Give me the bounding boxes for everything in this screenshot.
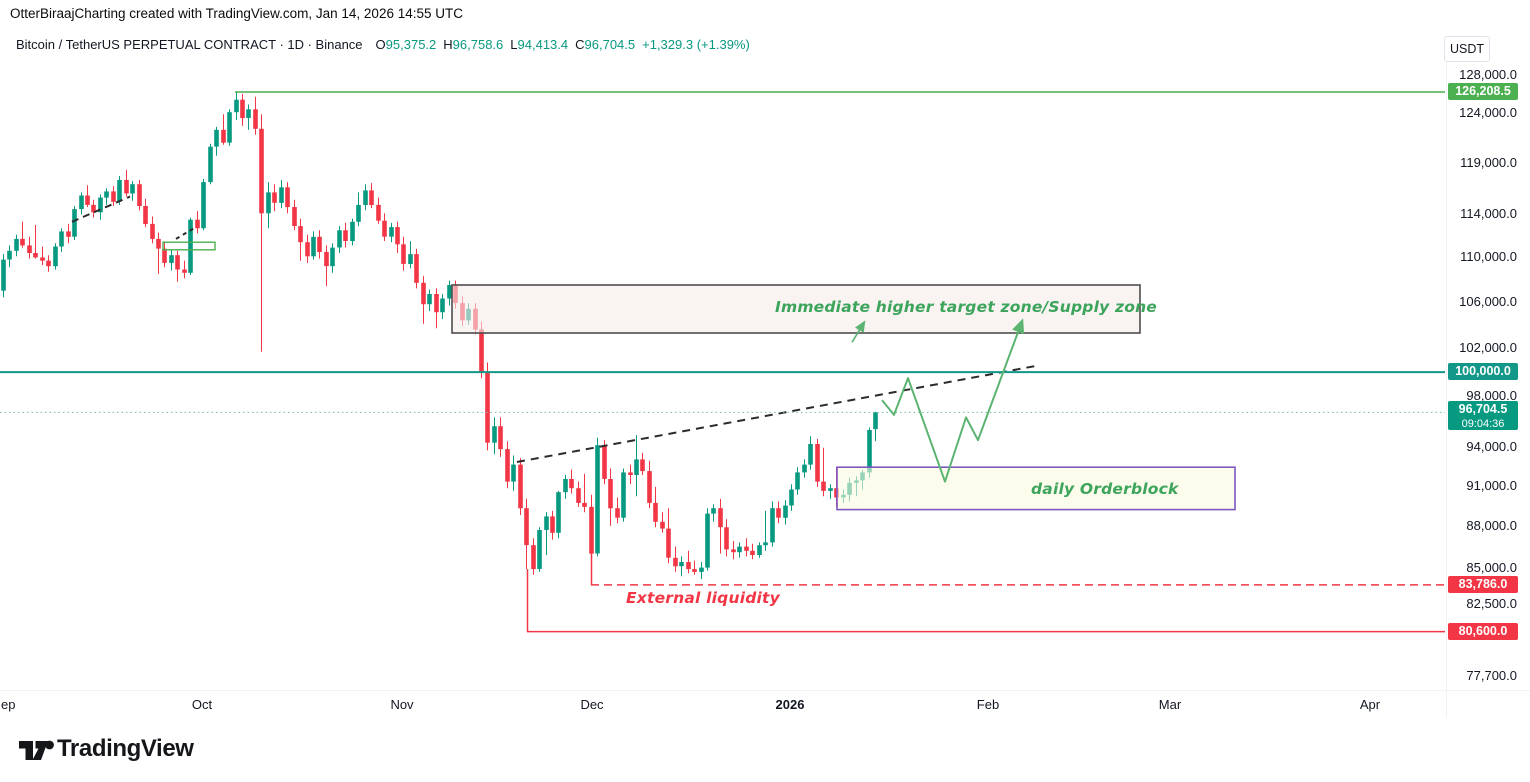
time-tick: 2026 bbox=[775, 697, 805, 712]
sep-mini-dash[interactable] bbox=[175, 227, 195, 240]
symbol-title[interactable]: Bitcoin / TetherUS PERPETUAL CONTRACT · … bbox=[16, 37, 363, 52]
sep-trendline[interactable] bbox=[71, 195, 131, 223]
ohlc-key: C bbox=[575, 37, 585, 52]
price-label: 80,600.0 bbox=[1448, 622, 1518, 640]
ohlc-key: H bbox=[443, 37, 453, 52]
supply-zone-label[interactable]: Immediate higher target zone/Supply zone bbox=[775, 298, 1158, 316]
price-tick: 94,000.0 bbox=[1466, 438, 1517, 454]
symbol-bar[interactable]: Bitcoin / TetherUS PERPETUAL CONTRACT · … bbox=[16, 37, 750, 52]
projected-path[interactable] bbox=[881, 318, 1025, 483]
daily-orderblock-box[interactable] bbox=[836, 466, 1236, 511]
swing-low-line[interactable] bbox=[526, 569, 1445, 633]
price-tick: 85,000.0 bbox=[1466, 559, 1517, 575]
time-tick: Mar bbox=[1158, 697, 1182, 712]
rising-trendline[interactable] bbox=[516, 365, 1036, 463]
price-tick: 110,000.0 bbox=[1460, 249, 1517, 265]
external-liquidity-label[interactable]: External liquidity bbox=[626, 589, 780, 607]
small-green-box[interactable] bbox=[162, 241, 216, 251]
time-tick: ep bbox=[1, 697, 16, 712]
external-liquidity-line[interactable] bbox=[590, 553, 1445, 586]
price-tick: 114,000.0 bbox=[1460, 206, 1517, 222]
ohlc-value: 95,375.2 bbox=[385, 37, 437, 52]
time-tick: Nov bbox=[390, 697, 414, 712]
price-tick: 91,000.0 bbox=[1466, 477, 1517, 493]
price-tick: 119,000.0 bbox=[1460, 154, 1517, 170]
footer: TradingView bbox=[0, 718, 1530, 782]
price-tick: 106,000.0 bbox=[1459, 293, 1517, 309]
tradingview-logo-icon[interactable] bbox=[17, 735, 55, 765]
price-tick: 124,000.0 bbox=[1459, 105, 1517, 121]
price-tick: 88,000.0 bbox=[1466, 517, 1517, 533]
change-value: +1,329.3 (+1.39%) bbox=[642, 37, 750, 52]
supply-zone-box[interactable] bbox=[451, 284, 1141, 334]
time-tick: Apr bbox=[1359, 697, 1381, 712]
price-label: 100,000.0 bbox=[1448, 363, 1518, 381]
ohlc-value: 94,413.4 bbox=[517, 37, 569, 52]
price-tick: 102,000.0 bbox=[1459, 340, 1517, 356]
orderblock-label[interactable]: daily Orderblock bbox=[1031, 480, 1179, 498]
ohlc-key: L bbox=[510, 37, 518, 52]
tradingview-wordmark[interactable]: TradingView bbox=[57, 735, 194, 762]
attribution-text: OtterBiraajCharting created with Trading… bbox=[10, 6, 463, 21]
currency-toggle-button[interactable]: USDT bbox=[1444, 36, 1490, 62]
time-tick: Feb bbox=[976, 697, 1000, 712]
price-label: 126,208.5 bbox=[1448, 82, 1518, 100]
price-tick: 128,000.0 bbox=[1459, 67, 1517, 82]
price-tick: 77,700.0 bbox=[1466, 667, 1517, 683]
price-tick: 98,000.0 bbox=[1466, 388, 1517, 404]
price-tick: 82,500.0 bbox=[1466, 595, 1517, 611]
ohlc-value: 96,758.6 bbox=[452, 37, 504, 52]
ohlc-values: O95,375.2 H96,758.6 L94,413.4 C96,704.5 bbox=[369, 37, 636, 52]
supply-pointer-arrow[interactable] bbox=[851, 320, 866, 343]
candlestick-series bbox=[1, 92, 878, 585]
ohlc-key: O bbox=[375, 37, 386, 52]
time-tick: Dec bbox=[580, 697, 604, 712]
price-axis[interactable]: 128,000.0 124,000.0 119,000.0 114,000.0 110,… bbox=[1446, 62, 1530, 718]
time-tick: Oct bbox=[191, 697, 213, 712]
time-axis[interactable]: ep Oct Nov Dec 2026 Feb Mar Apr bbox=[0, 690, 1530, 719]
price-label: 83,786.0 bbox=[1448, 575, 1518, 593]
price-label: 96,704.5 09:04:36 bbox=[1448, 401, 1518, 431]
ohlc-value: 96,704.5 bbox=[584, 37, 636, 52]
